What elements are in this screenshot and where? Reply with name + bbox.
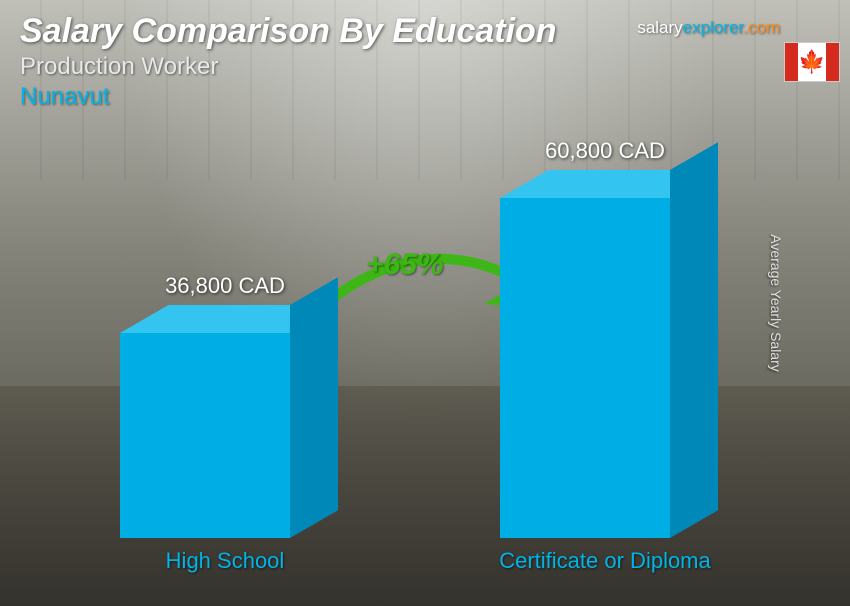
bar-value-certificate-diploma: 60,800 CAD — [490, 138, 720, 164]
brand-logo: salaryexplorer.com — [637, 18, 780, 38]
brand-part1: salary — [637, 18, 682, 37]
bar-certificate-diploma — [500, 198, 670, 538]
bar-side-face — [670, 142, 718, 538]
bar-side-face — [290, 277, 338, 538]
brand-part2: explorer — [683, 18, 743, 37]
country-flag: 🍁 — [784, 42, 840, 82]
increase-percentage: +65% — [366, 248, 444, 282]
bar-category-certificate-diploma: Certificate or Diploma — [460, 548, 750, 574]
flag-left-bar — [785, 43, 798, 81]
maple-leaf-icon: 🍁 — [798, 51, 825, 73]
bar-front-face — [120, 333, 290, 538]
chart-area: +65% 36,800 CAD High School 60,800 CAD C… — [0, 98, 850, 578]
page-subtitle: Production Worker — [20, 53, 830, 81]
brand-part3: .com — [743, 18, 780, 37]
bar-front-face — [500, 198, 670, 538]
bar-category-high-school: High School — [80, 548, 370, 574]
flag-center: 🍁 — [798, 43, 825, 81]
bar-high-school — [120, 333, 290, 538]
flag-right-bar — [826, 43, 839, 81]
bar-value-high-school: 36,800 CAD — [110, 273, 340, 299]
